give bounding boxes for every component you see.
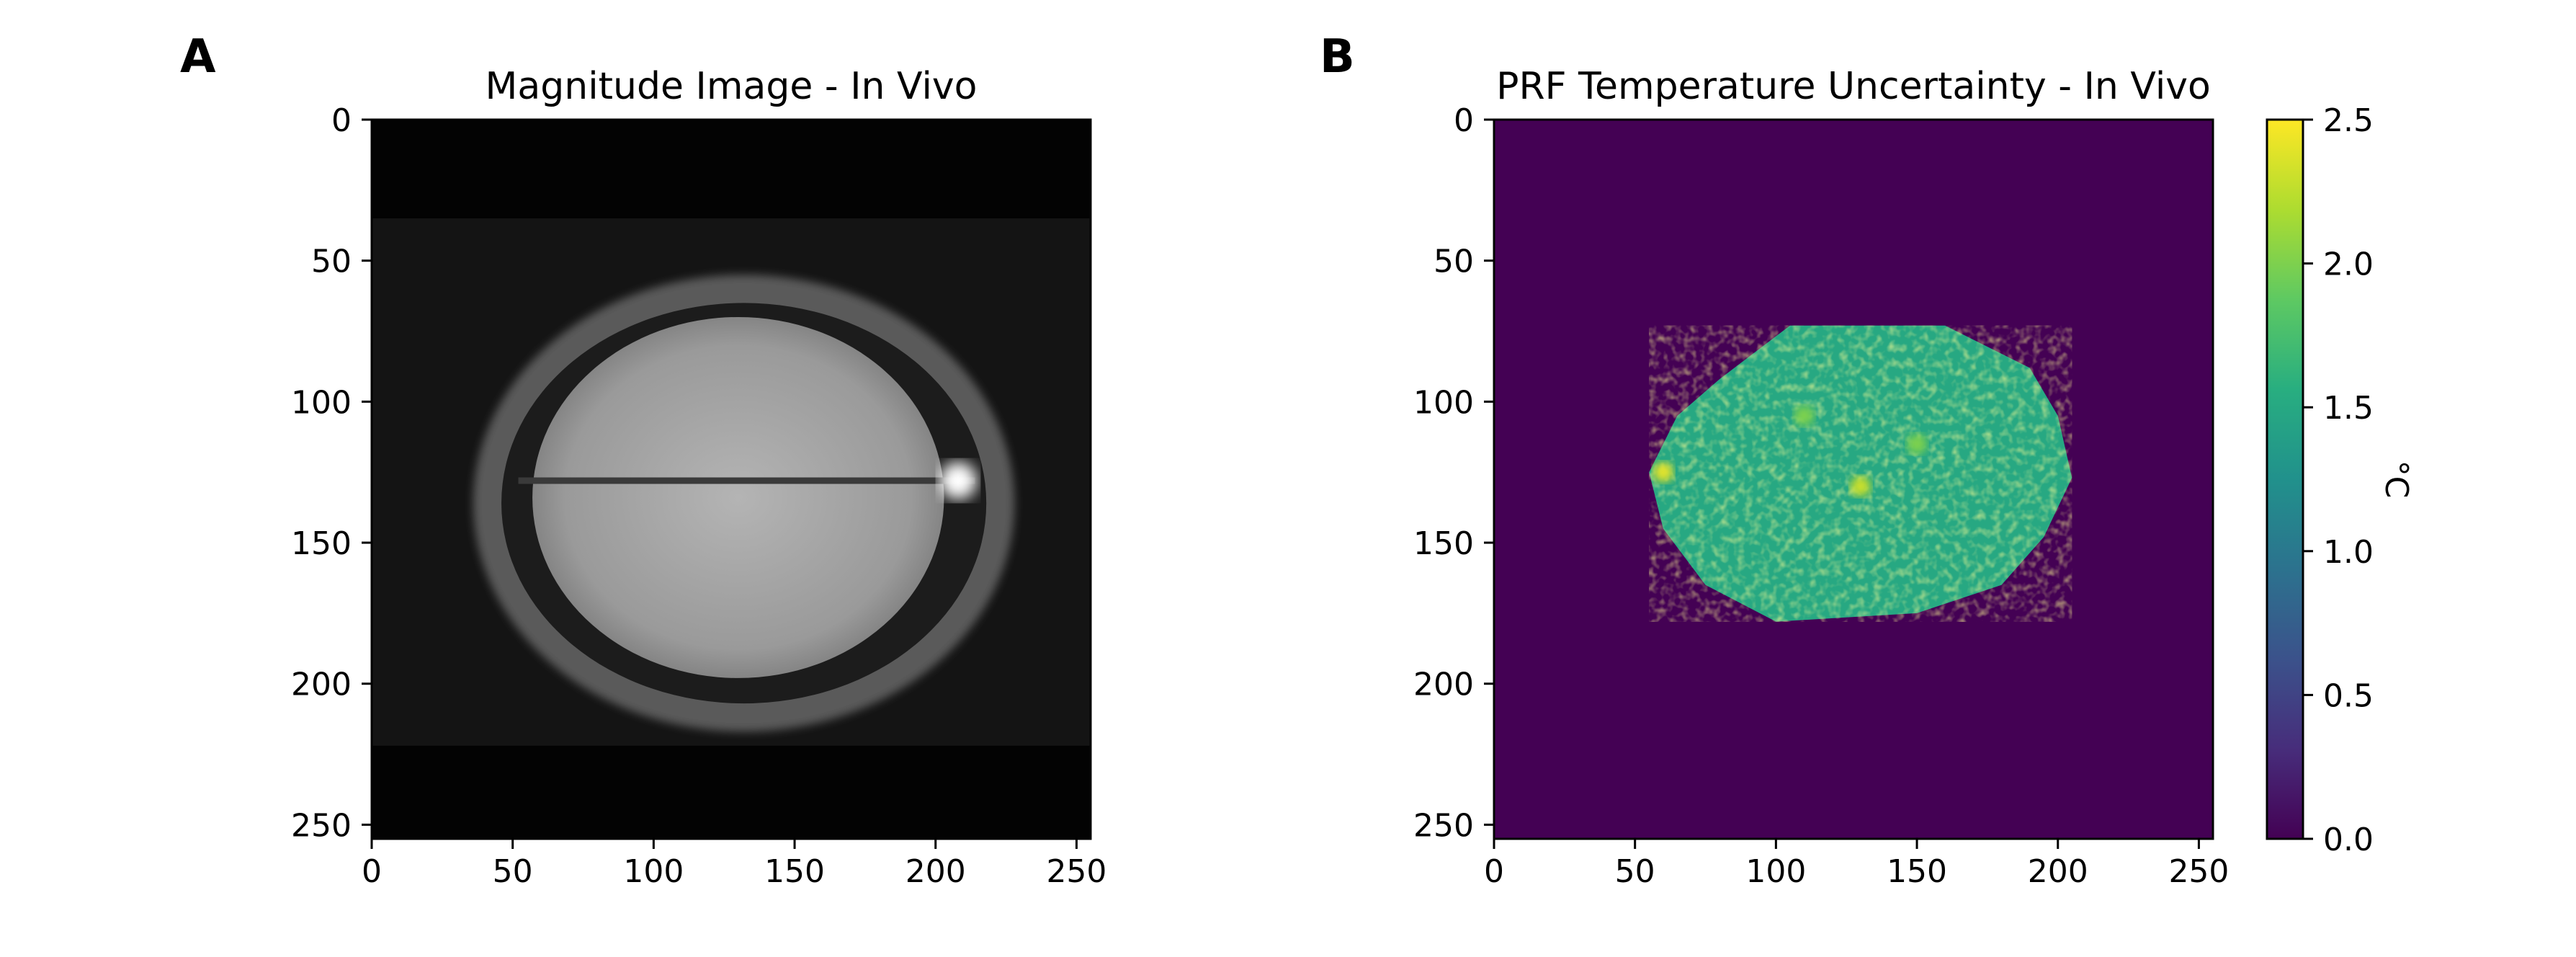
y-tick-label: 50	[311, 244, 352, 280]
hotspots	[1653, 405, 1928, 497]
brain-mask-texture	[1649, 325, 2072, 622]
x-tick-label: 100	[1745, 853, 1806, 890]
axes-frame-a	[370, 118, 1092, 840]
x-tick-label: 50	[493, 853, 533, 890]
y-tick-label: 150	[1413, 525, 1474, 562]
colorbar-tick-label: 1.0	[2323, 534, 2374, 571]
uncertainty-image	[1494, 120, 2213, 839]
y-tick-label: 100	[291, 384, 352, 421]
colorbar-ticks: 0.0 0.5 1.0 1.5 2.0 2.5	[2303, 102, 2374, 858]
y-tick-label: 50	[1434, 244, 1474, 280]
y-tick-label: 250	[1413, 807, 1474, 844]
y-tick-label: 0	[1454, 102, 1474, 139]
chart-title-a: Magnitude Image - In Vivo	[486, 65, 978, 108]
x-tick-label: 200	[905, 853, 966, 890]
axes-frame-b	[1493, 118, 2214, 840]
x-tick-label: 0	[1484, 853, 1504, 890]
hotspot	[1907, 434, 1928, 455]
colorbar	[2267, 120, 2303, 839]
colorbar-tick-label: 0.0	[2323, 822, 2374, 858]
y-tick-label: 200	[1413, 667, 1474, 703]
x-tick-label: 250	[1046, 853, 1106, 890]
x-tick-label: 200	[2028, 853, 2088, 890]
colorbar-tick-label: 2.5	[2323, 102, 2374, 139]
hotspot	[1794, 405, 1815, 426]
x-tick-label: 50	[1615, 853, 1655, 890]
colorbar-frame	[2266, 118, 2304, 840]
ticks-a: 0 50 100 150 200 250 0 50 100 150 200 250	[291, 102, 1106, 890]
hotspot	[1653, 462, 1673, 483]
magnitude-image	[372, 120, 1091, 839]
colorbar-tick-label: 1.5	[2323, 390, 2374, 427]
y-tick-label: 200	[291, 667, 352, 703]
colorbar-tick-label: 2.0	[2323, 246, 2374, 283]
x-tick-label: 150	[764, 853, 825, 890]
y-tick-label: 150	[291, 525, 352, 562]
colorbar-tick-label: 0.5	[2323, 677, 2374, 714]
panel-letter-a: A	[180, 30, 216, 84]
colorbar-label: °C	[2378, 460, 2415, 499]
x-tick-label: 150	[1887, 853, 1947, 890]
y-tick-label: 0	[331, 102, 352, 139]
y-tick-label: 100	[1413, 384, 1474, 421]
x-tick-label: 100	[623, 853, 684, 890]
x-tick-label: 250	[2168, 853, 2229, 890]
ticks-b: 0 50 100 150 200 250 0 50 100 150 200 250	[1413, 102, 2229, 890]
hotspot	[1850, 476, 1871, 497]
chart-title-b: PRF Temperature Uncertainty - In Vivo	[1496, 65, 2211, 108]
y-tick-label: 250	[291, 807, 352, 844]
x-tick-label: 0	[362, 853, 382, 890]
panel-letter-b: B	[1320, 30, 1355, 84]
brain-tissue	[532, 316, 944, 678]
bright-spot	[939, 461, 978, 499]
